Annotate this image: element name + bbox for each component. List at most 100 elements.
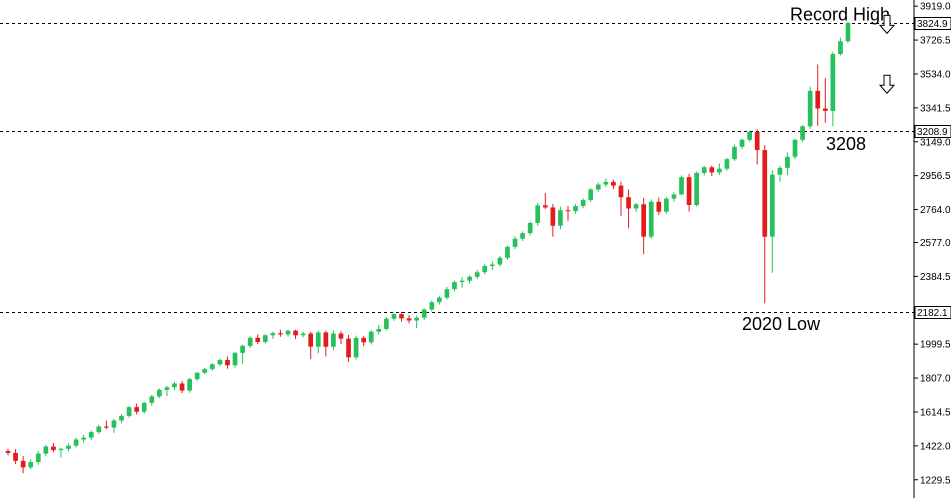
level-price-label: 2182.1 <box>917 308 948 319</box>
candle-body <box>414 317 419 321</box>
y-tick-label: 3341.5 <box>920 103 951 114</box>
candle-body <box>618 185 624 198</box>
candle-body <box>51 446 56 451</box>
candle-body <box>701 167 707 173</box>
down-candle <box>5 448 11 456</box>
candle-body <box>28 462 34 468</box>
candle-body <box>565 210 571 212</box>
candle-body <box>762 150 768 237</box>
candle-body <box>845 22 851 42</box>
up-candle <box>558 206 563 230</box>
y-tick-label: 2764.0 <box>920 205 951 216</box>
up-candle <box>633 202 639 213</box>
up-candle <box>664 196 669 214</box>
y-tick-label: 1999.5 <box>920 340 951 351</box>
up-candle <box>315 330 321 354</box>
y-tick-label: 2384.5 <box>920 272 951 283</box>
candle-body <box>5 450 11 453</box>
down-candle <box>255 334 261 345</box>
candle-body <box>785 156 790 168</box>
candle-body <box>739 139 745 147</box>
up-candle <box>807 86 813 129</box>
candle-body <box>88 432 94 438</box>
candle-body <box>376 328 382 332</box>
candle-body <box>527 222 533 234</box>
down-candle <box>308 331 314 360</box>
candle-body <box>353 337 359 358</box>
candle-body <box>444 289 450 298</box>
down-candle <box>346 334 351 362</box>
down-arrow-icon <box>878 74 896 94</box>
up-candle <box>588 188 594 202</box>
down-candle <box>104 420 109 430</box>
candle-body <box>664 198 669 212</box>
candle-body <box>595 184 601 190</box>
up-candle <box>157 388 162 399</box>
candle-body <box>671 194 677 199</box>
up-candle <box>187 377 192 393</box>
up-candle <box>444 286 450 300</box>
down-candle <box>565 206 571 221</box>
down-candle <box>618 181 624 216</box>
candle-body <box>482 266 488 273</box>
up-candle <box>747 130 752 142</box>
up-candle <box>240 344 245 364</box>
up-candle <box>58 447 64 458</box>
candle-body <box>399 314 404 319</box>
candle-body <box>505 246 510 258</box>
up-candle <box>792 138 798 160</box>
up-candle <box>376 325 382 335</box>
candle-body <box>474 272 480 277</box>
candle-body <box>308 333 314 347</box>
y-tick-label: 1229.5 <box>920 475 951 486</box>
candle-body <box>391 314 397 319</box>
candle-body <box>550 207 556 226</box>
up-candle <box>421 308 427 320</box>
candle-body <box>573 206 578 212</box>
candle-body <box>406 318 412 321</box>
down-candle <box>179 381 185 394</box>
candle-body <box>815 90 821 109</box>
candle-body <box>822 108 828 111</box>
up-candle <box>202 367 208 375</box>
up-candle <box>194 371 200 381</box>
up-candle <box>724 157 730 171</box>
candle-body <box>769 174 775 237</box>
candle-body <box>331 333 336 347</box>
y-tick-label: 2577.0 <box>920 238 951 249</box>
up-candle <box>845 21 851 43</box>
up-candle <box>285 329 291 337</box>
candle-body <box>134 407 139 412</box>
up-candle <box>368 330 374 345</box>
up-candle <box>830 51 836 127</box>
price-axis: 3919.0 3726.5 3534.0 3341.5 3149.0 2956.5 2764… <box>913 0 951 498</box>
candle-body <box>542 205 548 208</box>
candle-body <box>111 420 117 428</box>
up-candle <box>671 192 677 202</box>
candle-body <box>20 460 26 468</box>
candle-body <box>179 383 185 391</box>
candle-body <box>384 318 389 329</box>
candle-body <box>792 139 798 157</box>
y-tick-label: 3919.0 <box>920 2 951 13</box>
up-candle <box>437 296 442 305</box>
candle-body <box>285 330 291 335</box>
candle-body <box>512 238 518 247</box>
candle-body <box>141 402 147 412</box>
candle-body <box>66 445 71 449</box>
down-candle <box>822 77 828 123</box>
up-candle <box>43 444 49 457</box>
candle-body <box>126 407 132 416</box>
up-candle <box>512 236 518 249</box>
candle-body <box>247 337 253 346</box>
up-candle <box>66 443 71 452</box>
y-tick-label: 1422.0 <box>920 441 951 452</box>
up-candle <box>270 331 276 339</box>
candle-body <box>81 437 87 440</box>
up-candle <box>414 315 419 329</box>
candle-body <box>13 452 18 461</box>
down-candle <box>51 443 56 453</box>
candle-body <box>240 345 245 353</box>
down-candle <box>13 449 18 465</box>
up-candle <box>648 199 654 239</box>
